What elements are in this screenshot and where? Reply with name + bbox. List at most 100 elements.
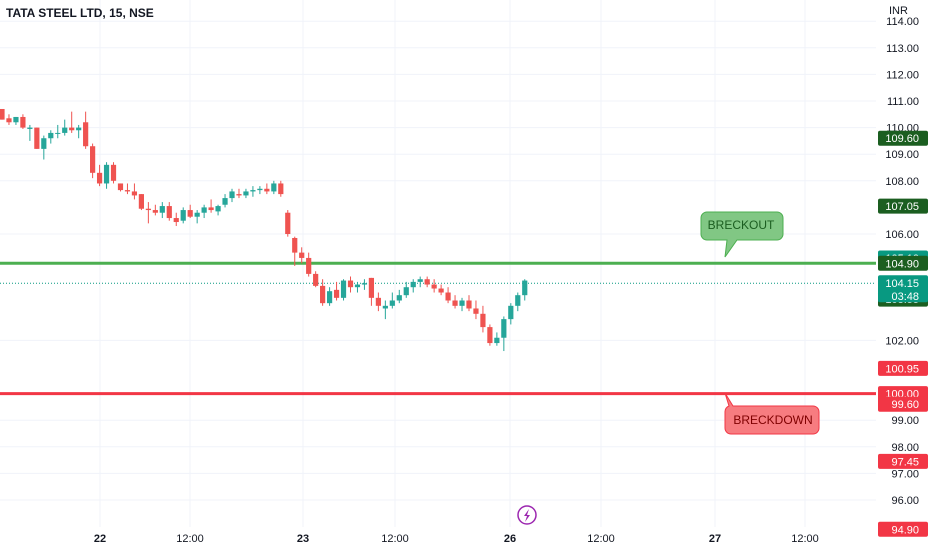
- price-axis[interactable]: 114.00113.00112.00111.00110.00109.00108.…: [885, 16, 919, 507]
- candle[interactable]: [452, 295, 458, 309]
- candle[interactable]: [215, 204, 221, 216]
- candle[interactable]: [124, 183, 131, 195]
- candle[interactable]: [480, 305, 486, 333]
- candle[interactable]: [103, 162, 110, 189]
- candle[interactable]: [159, 202, 165, 219]
- candle[interactable]: [354, 281, 361, 293]
- time-axis[interactable]: 22 12:00 23 12:00 26 12:00 27 12:00: [94, 533, 819, 545]
- candle[interactable]: [166, 202, 172, 221]
- candle[interactable]: [208, 199, 214, 213]
- candle-body: [257, 188, 263, 191]
- candle[interactable]: [62, 119, 68, 136]
- candle[interactable]: [250, 186, 256, 197]
- candle-body: [187, 210, 193, 217]
- candle[interactable]: [368, 277, 375, 306]
- candle[interactable]: [299, 247, 305, 264]
- candle-body: [487, 327, 493, 344]
- candle[interactable]: [382, 300, 388, 320]
- price-axis-label: 98.00: [891, 442, 919, 454]
- candle[interactable]: [76, 124, 82, 139]
- candle[interactable]: [487, 324, 493, 346]
- symbol-title[interactable]: TATA STEEL LTD, 15, NSE: [6, 6, 154, 20]
- candle[interactable]: [333, 281, 340, 301]
- candle[interactable]: [257, 186, 263, 195]
- candle[interactable]: [90, 143, 96, 179]
- candle-body: [110, 164, 117, 181]
- candle[interactable]: [96, 164, 103, 187]
- candle[interactable]: [83, 111, 89, 149]
- candle[interactable]: [34, 127, 40, 149]
- candle[interactable]: [27, 124, 33, 141]
- candle[interactable]: [424, 276, 430, 288]
- lightning-icon[interactable]: [517, 505, 537, 525]
- candle[interactable]: [152, 204, 158, 216]
- candle[interactable]: [313, 271, 319, 288]
- candle-body: [222, 198, 228, 205]
- candle[interactable]: [445, 287, 451, 304]
- price-axis-label: 96.00: [891, 495, 919, 507]
- candle[interactable]: [187, 204, 193, 219]
- candle[interactable]: [285, 210, 291, 237]
- candle[interactable]: [278, 180, 284, 197]
- candle-body: [13, 116, 19, 123]
- candle[interactable]: [320, 279, 326, 306]
- candle[interactable]: [292, 236, 298, 266]
- candle[interactable]: [145, 202, 151, 224]
- candle[interactable]: [110, 162, 117, 184]
- candle[interactable]: [222, 194, 228, 208]
- candle[interactable]: [180, 207, 186, 224]
- candle[interactable]: [117, 183, 124, 192]
- candle[interactable]: [396, 289, 402, 304]
- candle[interactable]: [13, 116, 19, 125]
- price-tag-label: 100.95: [885, 363, 919, 375]
- candle[interactable]: [501, 316, 507, 352]
- breakdown-label: BRECKDOWN: [733, 413, 812, 427]
- candle[interactable]: [264, 183, 270, 195]
- breakout-annotation[interactable]: BRECKOUT: [700, 211, 784, 258]
- candle[interactable]: [55, 124, 61, 139]
- candle[interactable]: [138, 194, 144, 211]
- candle[interactable]: [173, 212, 179, 227]
- breakdown-annotation[interactable]: BRECKDOWN: [724, 392, 820, 435]
- candle[interactable]: [494, 332, 500, 346]
- candle[interactable]: [20, 114, 26, 129]
- candle-body: [159, 206, 165, 213]
- candle[interactable]: [236, 188, 242, 199]
- candle[interactable]: [417, 276, 423, 288]
- candle[interactable]: [515, 292, 521, 312]
- candle[interactable]: [389, 292, 395, 309]
- candle[interactable]: [201, 204, 207, 219]
- candle[interactable]: [131, 183, 138, 200]
- price-axis-label: 99.00: [891, 415, 919, 427]
- candle[interactable]: [306, 252, 312, 277]
- candle[interactable]: [522, 279, 528, 301]
- candlestick-series[interactable]: [0, 108, 528, 352]
- candle[interactable]: [347, 276, 354, 293]
- candle[interactable]: [473, 300, 479, 320]
- candle[interactable]: [41, 135, 47, 160]
- candle-body: [41, 138, 47, 149]
- candle[interactable]: [375, 292, 381, 312]
- candle[interactable]: [459, 297, 465, 312]
- candle[interactable]: [271, 180, 277, 195]
- candle[interactable]: [361, 279, 368, 290]
- candle[interactable]: [431, 279, 437, 293]
- candle[interactable]: [410, 279, 416, 293]
- candle[interactable]: [194, 210, 200, 224]
- candle-body: [48, 132, 54, 139]
- candle-body: [285, 212, 291, 234]
- candle[interactable]: [466, 295, 472, 312]
- candle-body: [326, 291, 333, 304]
- candle[interactable]: [403, 281, 409, 298]
- candle[interactable]: [229, 188, 235, 203]
- candle[interactable]: [6, 114, 12, 125]
- candle[interactable]: [508, 303, 514, 325]
- candle[interactable]: [340, 279, 347, 301]
- candle[interactable]: [0, 108, 5, 120]
- candle[interactable]: [69, 111, 75, 133]
- candle[interactable]: [243, 188, 249, 199]
- candle[interactable]: [326, 287, 333, 306]
- candle[interactable]: [438, 284, 444, 296]
- candle[interactable]: [48, 130, 54, 144]
